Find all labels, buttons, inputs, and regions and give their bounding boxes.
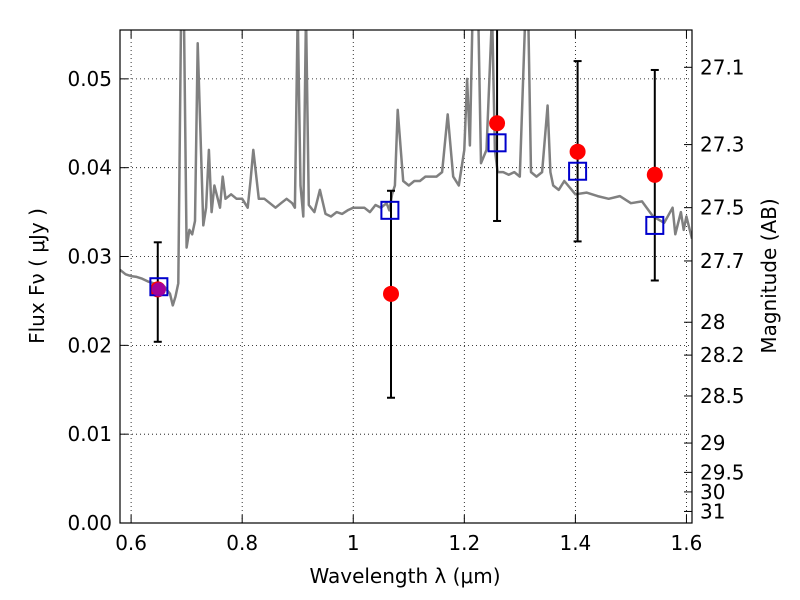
grid-lines xyxy=(120,30,692,524)
y-tick-label: 0.02 xyxy=(67,333,112,357)
right-tick-label: 29 xyxy=(700,431,725,455)
right-tick-label: 27.3 xyxy=(700,133,745,157)
y-tick-label: 0.00 xyxy=(67,511,112,535)
y-ticks: 0.00 0.01 0.02 0.03 0.04 0.05 xyxy=(67,67,128,535)
y-tick-label: 0.05 xyxy=(67,67,112,91)
x-tick-label: 0.6 xyxy=(115,531,147,555)
model-point xyxy=(487,133,507,153)
right-tick-label: 27.1 xyxy=(700,55,745,79)
right-tick-label: 29.5 xyxy=(700,460,745,484)
y-tick-label: 0.01 xyxy=(67,422,112,446)
spectrum-line xyxy=(120,30,692,307)
right-tick-label: 30 xyxy=(700,480,725,504)
observed-points-layer xyxy=(149,115,663,302)
errorbar-layer xyxy=(153,30,659,399)
x-tick-label: 1.2 xyxy=(448,531,480,555)
model-point xyxy=(645,215,665,235)
y-tick-label: 0.04 xyxy=(67,156,112,180)
x-tick-label: 1.4 xyxy=(559,531,591,555)
model-points-layer xyxy=(149,133,665,297)
y-axis-label: Flux Fν ( μJy ) xyxy=(25,208,49,344)
right-tick-label: 27.7 xyxy=(700,249,745,273)
y-tick-label: 0.03 xyxy=(67,245,112,269)
observed-point xyxy=(383,285,400,302)
model-point xyxy=(380,200,400,220)
spectrum-layer xyxy=(120,30,692,307)
observed-point xyxy=(489,115,506,132)
observed-point xyxy=(569,143,586,160)
right-tick-label: 27.5 xyxy=(700,196,745,220)
x-ticks: 0.6 0.8 1 1.2 1.4 1.6 xyxy=(115,30,702,555)
x-tick-label: 0.8 xyxy=(226,531,258,555)
right-tick-label: 28 xyxy=(700,310,725,334)
right-tick-label: 28.5 xyxy=(700,384,745,408)
x-tick-label: 1 xyxy=(347,531,360,555)
plot-frame xyxy=(119,29,693,524)
right-tick-label: 28.2 xyxy=(700,343,745,367)
axes-frame xyxy=(119,29,693,524)
observed-point xyxy=(646,166,663,183)
x-axis-label: Wavelength λ (μm) xyxy=(309,564,500,588)
overlap-point xyxy=(151,282,166,297)
right-axis-label: Magnitude (AB) xyxy=(757,198,781,353)
x-tick-label: 1.6 xyxy=(671,531,703,555)
right-tick-label: 31 xyxy=(700,499,725,523)
model-point xyxy=(568,161,588,181)
